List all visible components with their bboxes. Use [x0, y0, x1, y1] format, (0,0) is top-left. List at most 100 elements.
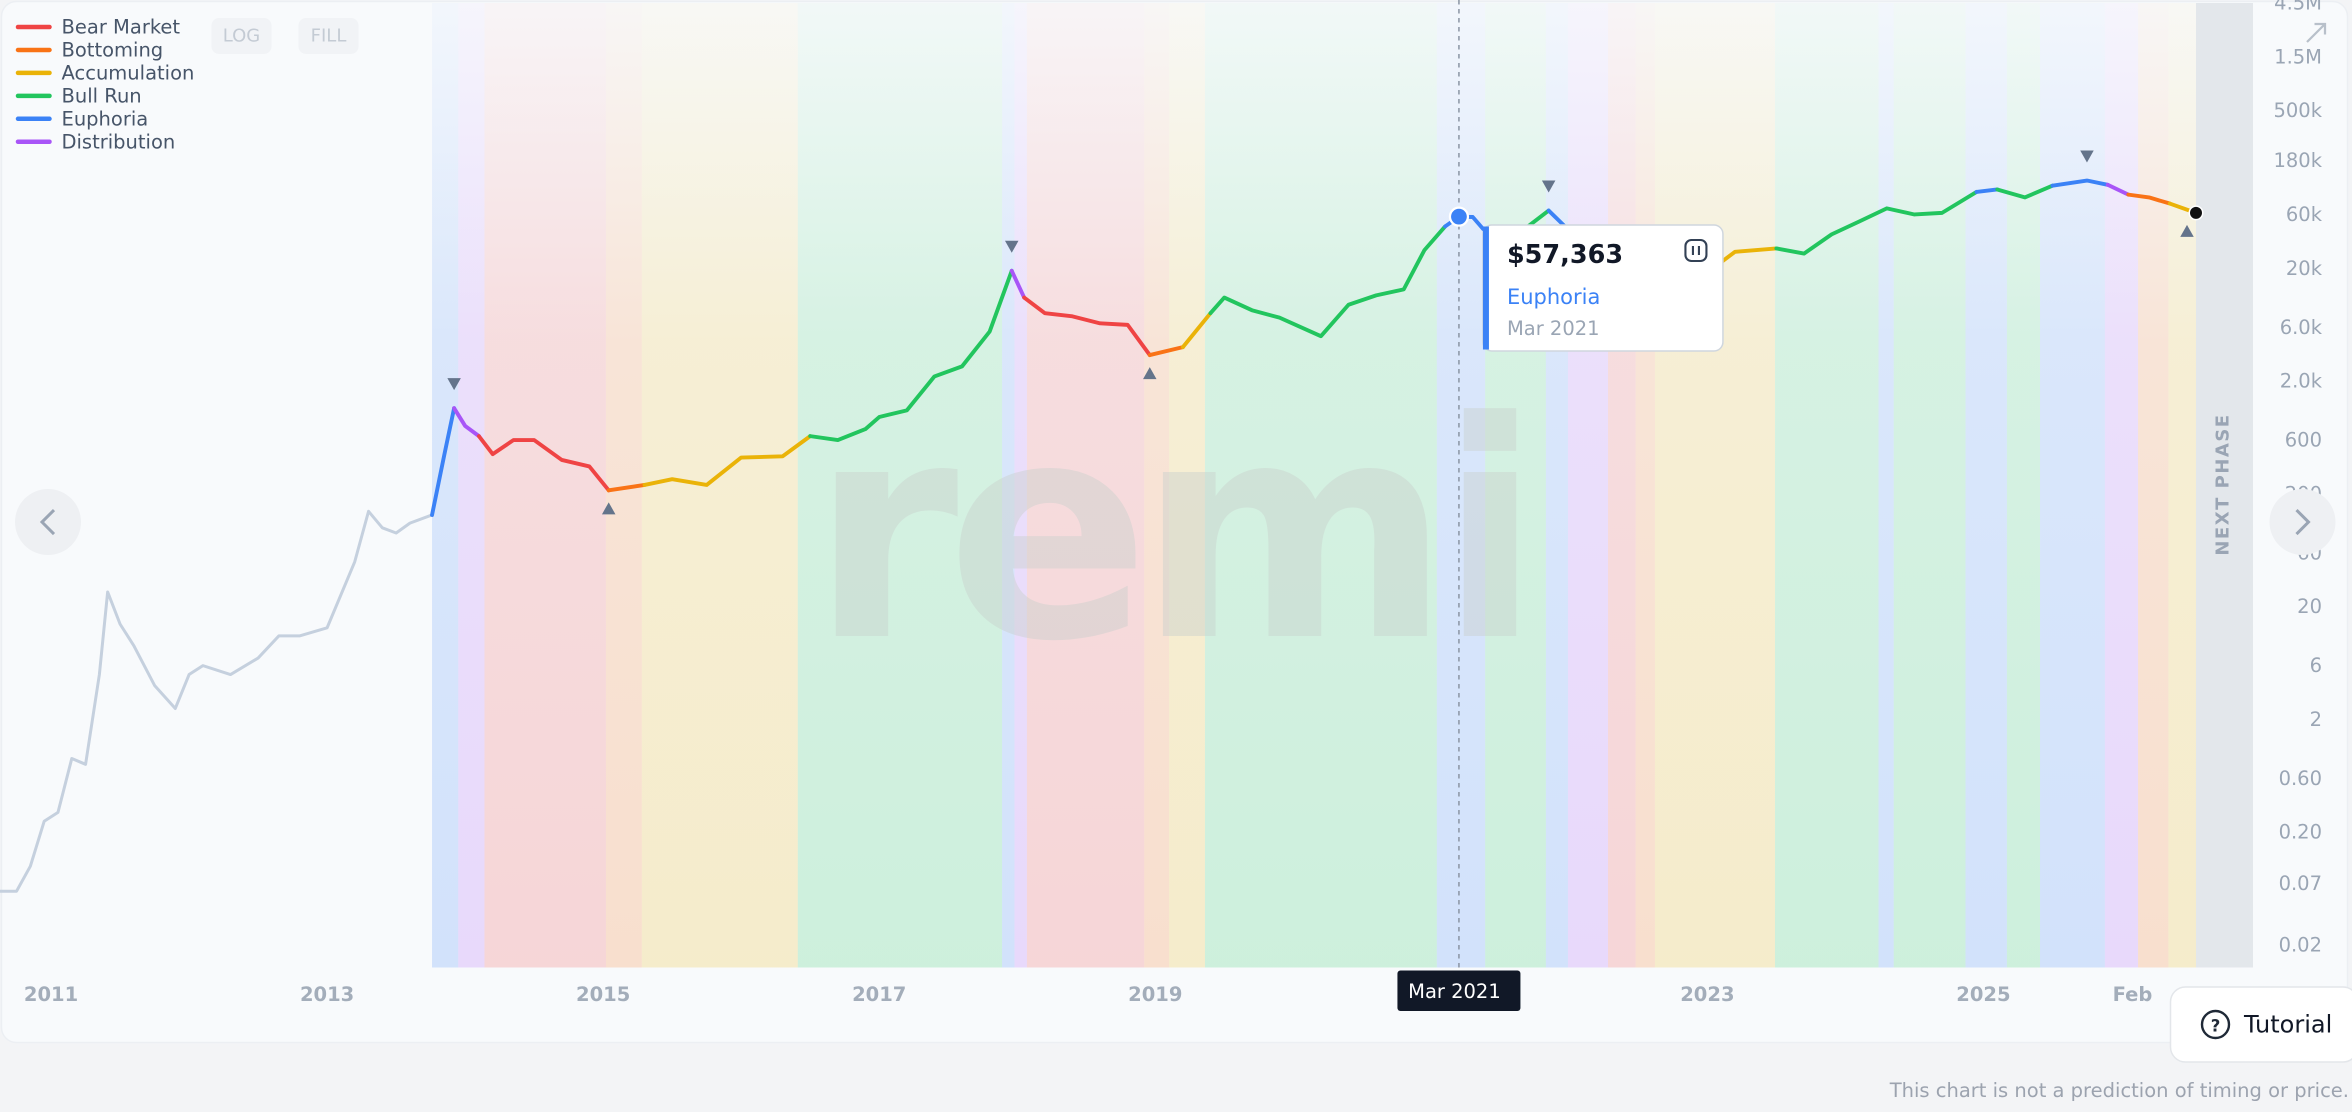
phase-band	[1169, 3, 1205, 968]
prev-button[interactable]	[15, 489, 81, 556]
phase-band	[1965, 3, 2007, 968]
phase-band	[1635, 3, 1655, 968]
fill-button[interactable]	[298, 18, 359, 55]
y-tick-label: 4.5M	[2274, 0, 2322, 15]
y-tick-label: 0.07	[2279, 872, 2322, 895]
x-tick-label: 2019	[1128, 983, 1182, 1006]
price-line-segment	[642, 434, 813, 487]
disclaimer: This chart is not a prediction of timing…	[1889, 1079, 2349, 1102]
price-line-segment	[477, 434, 611, 493]
phase-band	[484, 3, 606, 968]
price-line-segment	[1022, 295, 1152, 358]
price-line-segment	[1995, 183, 2055, 200]
phase-bands	[432, 3, 2196, 968]
phase-band	[1878, 3, 1894, 968]
next-arrow	[2295, 508, 2311, 536]
phase-band	[1893, 3, 1966, 968]
fill-button-label[interactable]: FILL	[311, 26, 347, 47]
phase-band	[1654, 3, 1776, 968]
legend-label: Bull Run	[62, 84, 142, 107]
phase-band	[1545, 3, 1568, 968]
log-button-label[interactable]: LOG	[223, 26, 261, 47]
phase-band	[1204, 3, 1437, 968]
bottom-marker	[2180, 224, 2194, 237]
expand-icon[interactable]	[2306, 22, 2327, 43]
price-line-segment	[1774, 190, 1979, 256]
y-tick-label: 2	[2310, 708, 2322, 731]
y-tick-label: 6.0k	[2280, 316, 2323, 339]
legend-label: Euphoria	[62, 107, 149, 130]
phase-band	[1436, 3, 1486, 968]
price-line-segment	[0, 509, 434, 893]
crosshair-date-box	[1397, 970, 1521, 1012]
legend-label: Bottoming	[62, 38, 164, 61]
y-tick-label: 600	[2285, 429, 2322, 452]
price-line-segment	[2050, 178, 2110, 188]
y-tick-label: 20	[2297, 595, 2322, 618]
phase-band	[1026, 3, 1145, 968]
phase-band	[2168, 3, 2196, 968]
y-tick-label: 1.5M	[2274, 45, 2322, 68]
y-tick-label: 0.60	[2279, 767, 2322, 790]
phase-band	[1775, 3, 1879, 968]
phase-band	[458, 3, 485, 968]
tooltip-accent	[1482, 226, 1489, 350]
price-line-segment	[1009, 268, 1027, 300]
phase-band	[2138, 3, 2169, 968]
legend-label: Distribution	[62, 130, 176, 153]
legend-label: Accumulation	[62, 61, 195, 84]
phase-band	[1567, 3, 1609, 968]
x-tick-label: 2011	[24, 983, 78, 1006]
tooltip-price: $57,363	[1507, 240, 1623, 270]
price-line-segment	[430, 406, 457, 517]
current-price-dot	[2188, 205, 2204, 221]
next-phase-panel	[2196, 3, 2253, 968]
tutorial-button[interactable]	[2169, 986, 2352, 1063]
tooltip-date: Mar 2021	[1507, 317, 1600, 340]
prev-arrow	[39, 508, 56, 536]
pause-icon-bars	[1691, 246, 1700, 256]
phase-band	[2040, 3, 2105, 968]
price-line-segment	[808, 268, 1014, 443]
price-line-segment	[2126, 192, 2172, 206]
y-tick-label: 180k	[2273, 149, 2322, 172]
legend-label: Bear Market	[62, 16, 181, 39]
hover-dot	[1448, 206, 1470, 227]
phase-band	[2104, 3, 2139, 968]
y-tick-label: 0.20	[2279, 821, 2322, 844]
tooltip: $57,363 Euphoria Mar 2021 Mar 2021	[1397, 224, 1724, 1012]
top-marker	[1541, 180, 1556, 193]
log-button[interactable]	[211, 18, 272, 55]
x-tick-label: 2015	[576, 983, 630, 1006]
price-line-segment	[1147, 345, 1185, 358]
phase-band	[1014, 3, 1027, 968]
x-tick-label: Feb	[2113, 983, 2153, 1006]
next-phase-label: NEXT PHASE	[2213, 413, 2234, 555]
y-tick-label: 500k	[2273, 99, 2322, 122]
price-line-segment	[1180, 311, 1213, 350]
x-tick-label: 2025	[1956, 983, 2010, 1006]
bottom-marker	[1143, 367, 1157, 380]
pause-icon	[1684, 238, 1708, 263]
phase-band	[1485, 3, 1546, 968]
x-tick-label: 2017	[852, 983, 906, 1006]
x-tick-label: 2013	[300, 983, 354, 1006]
price-line-segment	[1974, 187, 2000, 194]
tutorial-label[interactable]: Tutorial	[2243, 1011, 2332, 1039]
y-tick-label: 2.0k	[2280, 370, 2323, 393]
tooltip-phase: Euphoria	[1507, 285, 1600, 309]
price-line-segment	[2105, 182, 2131, 197]
y-tick-label: 20k	[2286, 257, 2323, 280]
top-marker	[2080, 150, 2094, 163]
phase-band	[1144, 3, 1170, 968]
y-tick-label: 0.02	[2279, 934, 2322, 957]
help-icon	[2200, 1009, 2231, 1040]
top-marker	[1004, 240, 1019, 253]
phase-band	[432, 3, 459, 968]
markers	[447, 150, 2204, 515]
next-button[interactable]	[2269, 489, 2336, 556]
crosshair-date: Mar 2021	[1408, 980, 1501, 1003]
